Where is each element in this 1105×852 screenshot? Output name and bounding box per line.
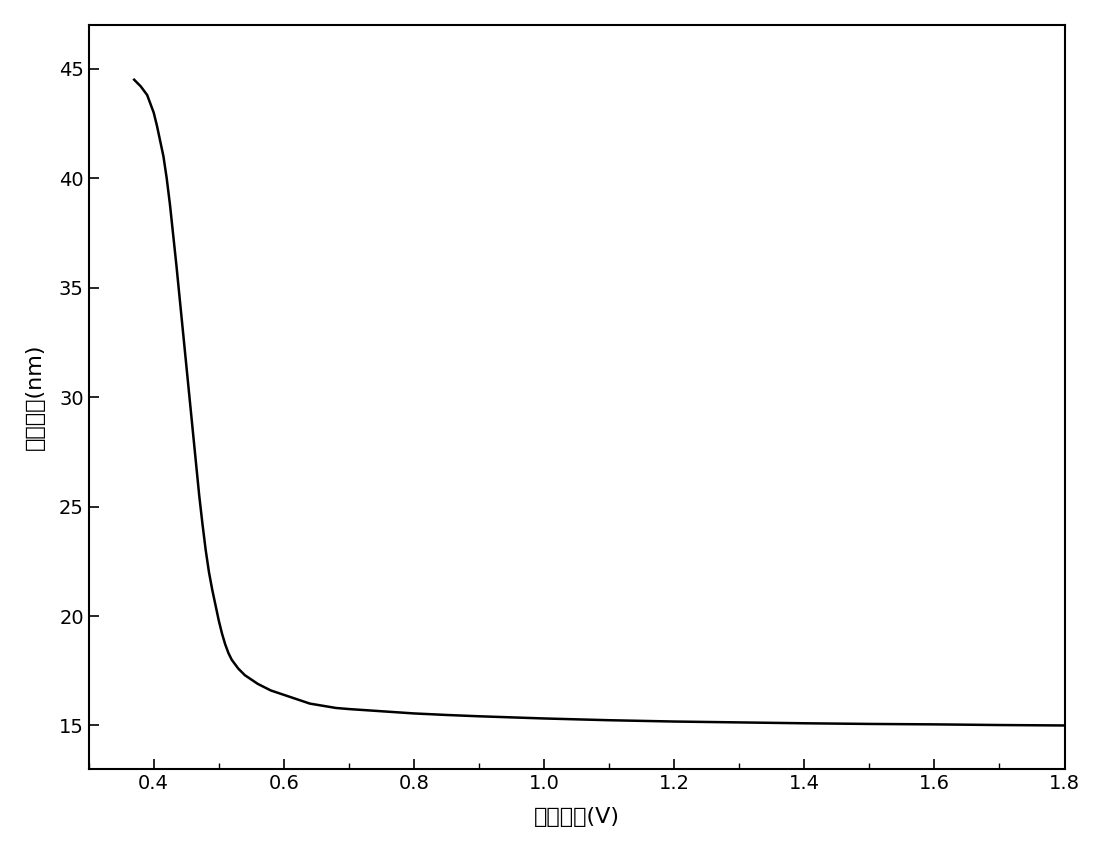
X-axis label: 驱动电压(V): 驱动电压(V) <box>534 807 620 827</box>
Y-axis label: 平均波长(nm): 平均波长(nm) <box>25 344 45 451</box>
